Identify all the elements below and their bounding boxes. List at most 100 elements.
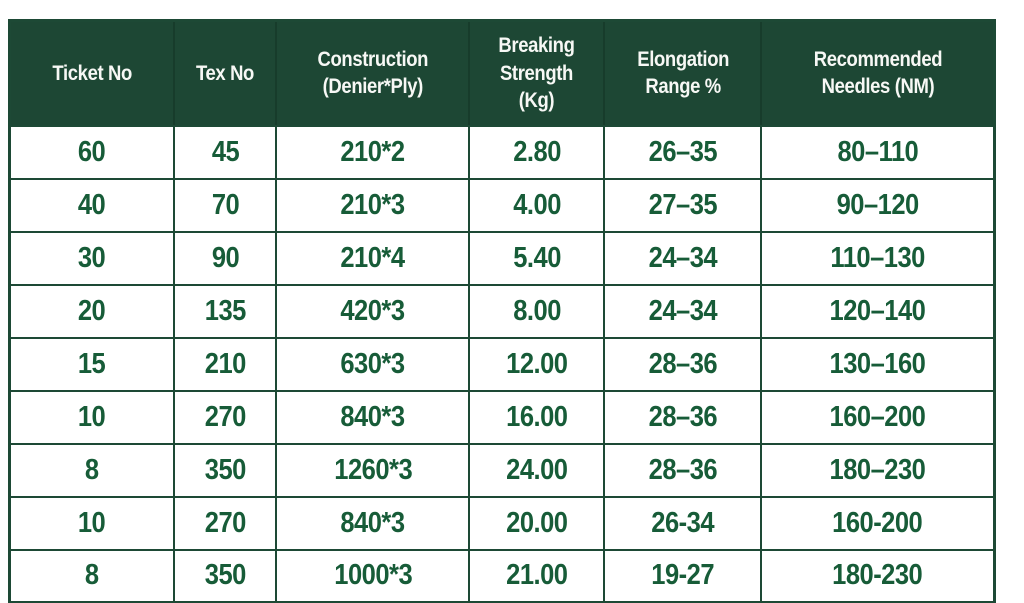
cell-value: 8	[85, 559, 99, 592]
cell-needles: 90–120	[760, 177, 996, 233]
cell-ticket_no: 8	[8, 442, 175, 498]
cell-value: 24.00	[506, 453, 568, 486]
cell-value: 270	[204, 400, 247, 433]
cell-ticket_no: 10	[8, 389, 175, 445]
column-header-needles: Recommended Needles (NM)	[760, 19, 996, 127]
table-row: 8 350 1260*3 24.00 28–36 180–230	[8, 442, 996, 498]
cell-elongation: 26-34	[603, 495, 763, 551]
cell-breaking_strength: 24.00	[468, 442, 606, 498]
cell-construction: 1260*3	[275, 442, 471, 498]
table-row: 40 70 210*3 4.00 27–35 90–120	[8, 177, 996, 233]
cell-construction: 630*3	[275, 336, 471, 392]
cell-breaking_strength: 12.00	[468, 336, 606, 392]
cell-value: 15	[78, 347, 106, 380]
cell-value: 120–140	[829, 294, 926, 327]
cell-tex_no: 270	[172, 389, 278, 445]
cell-breaking_strength: 16.00	[468, 389, 606, 445]
thread-spec-table-container: Ticket No Tex No Construction (Denier*Ply)…	[8, 19, 996, 603]
table-body: 60 45 210*2 2.80 26–35 80–110 40 70 210*3 4.00 27–…	[8, 124, 996, 603]
cell-tex_no: 135	[172, 283, 278, 339]
cell-value: 20	[78, 294, 106, 327]
cell-value: 40	[78, 188, 106, 221]
cell-tex_no: 45	[172, 124, 278, 180]
cell-ticket_no: 30	[8, 230, 175, 286]
cell-value: 135	[204, 294, 247, 327]
cell-needles: 130–160	[760, 336, 996, 392]
cell-value: 160-200	[832, 506, 923, 539]
column-header-ticket_no: Ticket No	[8, 19, 175, 127]
cell-breaking_strength: 20.00	[468, 495, 606, 551]
cell-value: 630*3	[340, 347, 406, 380]
cell-value: 8.00	[513, 294, 561, 327]
cell-value: 27–35	[648, 188, 717, 221]
cell-value: 80–110	[837, 135, 918, 168]
cell-value: 210	[204, 347, 247, 380]
cell-elongation: 27–35	[603, 177, 763, 233]
cell-needles: 160–200	[760, 389, 996, 445]
cell-ticket_no: 15	[8, 336, 175, 392]
cell-elongation: 26–35	[603, 124, 763, 180]
cell-value: 21.00	[506, 559, 568, 592]
column-header-label: Tex No	[196, 61, 255, 85]
cell-value: 28–36	[648, 400, 717, 433]
cell-ticket_no: 10	[8, 495, 175, 551]
cell-value: 90–120	[836, 188, 919, 221]
cell-elongation: 24–34	[603, 230, 763, 286]
cell-construction: 840*3	[275, 389, 471, 445]
cell-breaking_strength: 8.00	[468, 283, 606, 339]
table-row: 30 90 210*4 5.40 24–34 110–130	[8, 230, 996, 286]
cell-value: 60	[78, 135, 106, 168]
table-row: 20 135 420*3 8.00 24–34 120–140	[8, 283, 996, 339]
cell-value: 1260*3	[334, 453, 412, 486]
cell-needles: 160-200	[760, 495, 996, 551]
cell-elongation: 24–34	[603, 283, 763, 339]
cell-breaking_strength: 5.40	[468, 230, 606, 286]
cell-needles: 180-230	[760, 548, 996, 603]
cell-value: 110–130	[830, 241, 925, 274]
cell-value: 8	[85, 453, 99, 486]
column-header-label: Elongation Range %	[636, 47, 729, 99]
cell-construction: 210*4	[275, 230, 471, 286]
table-row: 8 350 1000*3 21.00 19-27 180-230	[8, 548, 996, 603]
cell-value: 2.80	[513, 135, 561, 168]
cell-value: 10	[78, 400, 106, 433]
column-header-elongation: Elongation Range %	[603, 19, 763, 127]
table-row: 15 210 630*3 12.00 28–36 130–160	[8, 336, 996, 392]
cell-value: 350	[204, 453, 247, 486]
cell-construction: 1000*3	[275, 548, 471, 603]
cell-tex_no: 90	[172, 230, 278, 286]
cell-breaking_strength: 2.80	[468, 124, 606, 180]
cell-value: 20.00	[506, 506, 568, 539]
cell-needles: 180–230	[760, 442, 996, 498]
cell-value: 420*3	[340, 294, 406, 327]
cell-value: 5.40	[513, 241, 561, 274]
cell-tex_no: 70	[172, 177, 278, 233]
table-row: 10 270 840*3 20.00 26-34 160-200	[8, 495, 996, 551]
cell-value: 210*3	[340, 188, 406, 221]
cell-value: 70	[211, 188, 240, 221]
cell-elongation: 28–36	[603, 336, 763, 392]
header-row: Ticket No Tex No Construction (Denier*Ply)…	[8, 19, 996, 127]
cell-needles: 110–130	[760, 230, 996, 286]
column-header-breaking_strength: Breaking Strength (Kg)	[468, 19, 606, 127]
cell-tex_no: 350	[172, 548, 278, 603]
cell-value: 28–36	[648, 453, 717, 486]
cell-value: 160–200	[829, 400, 926, 433]
column-header-tex_no: Tex No	[172, 19, 278, 127]
cell-tex_no: 210	[172, 336, 278, 392]
cell-ticket_no: 20	[8, 283, 175, 339]
cell-value: 840*3	[340, 400, 406, 433]
cell-value: 19-27	[651, 559, 715, 592]
cell-elongation: 19-27	[603, 548, 763, 603]
cell-value: 24–34	[648, 294, 717, 327]
cell-value: 4.00	[513, 188, 561, 221]
column-header-construction: Construction (Denier*Ply)	[275, 19, 471, 127]
cell-value: 26–35	[648, 135, 717, 168]
cell-tex_no: 350	[172, 442, 278, 498]
cell-value: 90	[211, 241, 240, 274]
cell-tex_no: 270	[172, 495, 278, 551]
cell-value: 210*4	[340, 241, 406, 274]
cell-value: 30	[78, 241, 106, 274]
column-header-label: Ticket No	[52, 61, 132, 85]
